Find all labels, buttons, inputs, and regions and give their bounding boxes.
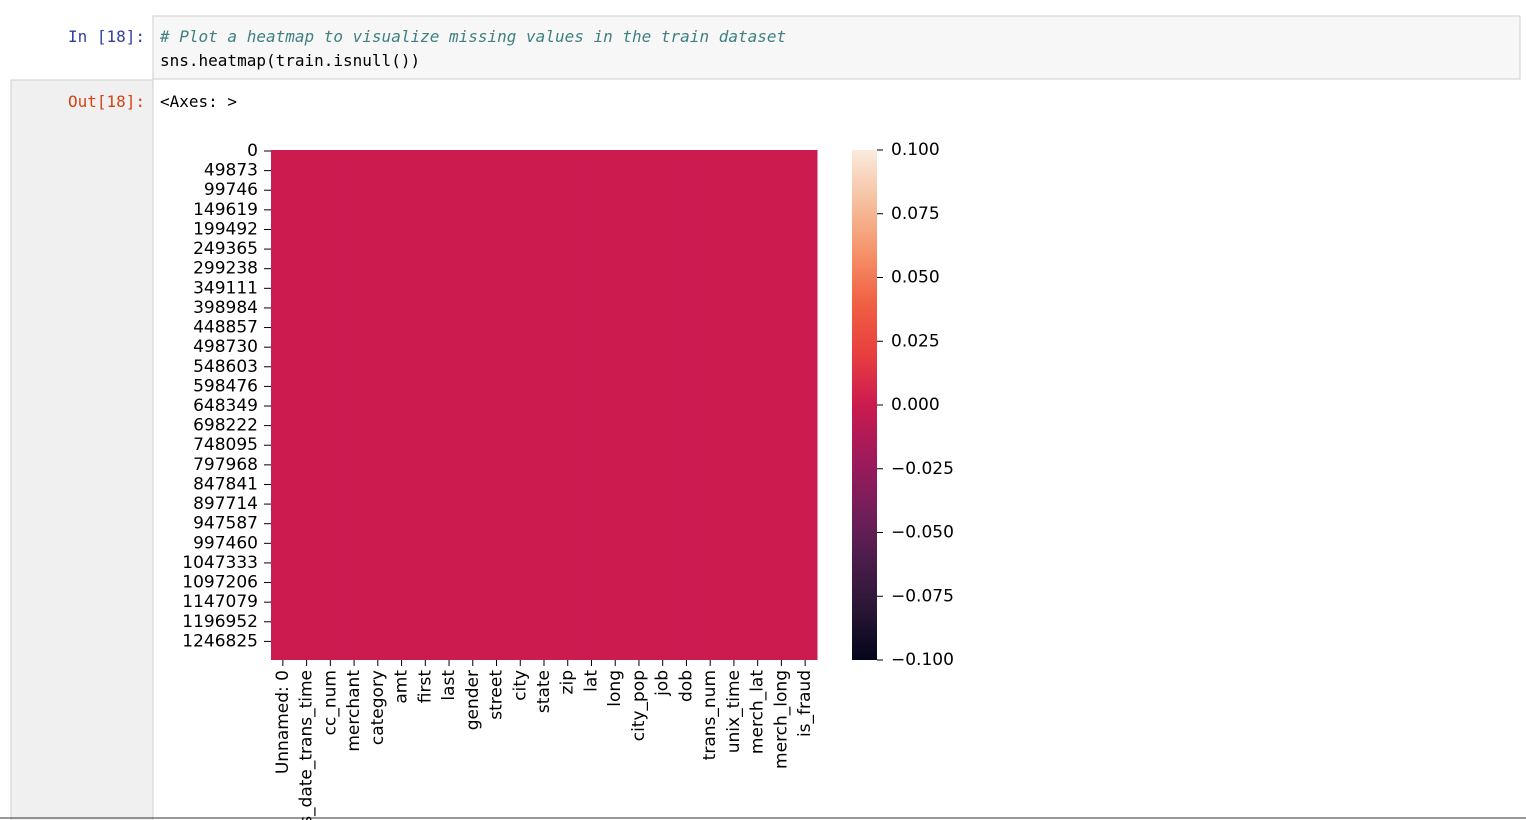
heatmap-cell xyxy=(603,150,628,660)
x-tick-label: merch_long xyxy=(771,670,791,769)
y-tick-label: 698222 xyxy=(193,416,258,436)
input-prompt: In [18]: xyxy=(68,27,145,46)
heatmap-cell xyxy=(389,150,414,660)
heatmap-cell xyxy=(555,150,581,660)
x-tick-label: trans_date_trans_time xyxy=(297,670,317,820)
y-tick-label: 1147079 xyxy=(182,592,258,612)
y-tick-label: 398984 xyxy=(193,298,258,318)
y-tick-label: 498730 xyxy=(193,337,258,357)
y-tick-label: 99746 xyxy=(204,180,258,200)
heatmap-cell xyxy=(342,150,367,660)
y-tick-label: 1196952 xyxy=(182,612,258,632)
colorbar-tick-label: 0.050 xyxy=(891,268,940,288)
y-tick-label: 847841 xyxy=(193,474,258,494)
x-tick-label: state xyxy=(534,670,554,713)
heatmap-cell xyxy=(271,150,296,660)
heatmap-cell xyxy=(294,150,319,660)
x-tick-label: city_pop xyxy=(629,670,649,741)
y-tick-label: 997460 xyxy=(193,533,258,553)
x-tick-label: gender xyxy=(463,670,483,730)
x-tick-label: amt xyxy=(392,670,412,704)
heatmap-cell xyxy=(793,150,818,660)
colorbar-tick-label: −0.100 xyxy=(891,650,954,670)
heatmap-cell xyxy=(437,150,462,660)
colorbar-tick-label: 0.000 xyxy=(891,395,940,415)
x-tick-label: cc_num xyxy=(320,670,340,735)
y-tick-label: 1047333 xyxy=(182,553,258,573)
heatmap-cell xyxy=(674,150,699,660)
heatmap-cell xyxy=(627,150,652,660)
output-gutter xyxy=(10,79,154,820)
y-tick-label: 548603 xyxy=(193,357,258,377)
x-tick-label: lat xyxy=(581,670,601,692)
heatmap-cell xyxy=(698,150,723,660)
x-tick-label: category xyxy=(368,670,388,745)
x-tick-label: zip xyxy=(558,670,578,694)
heatmap-cell xyxy=(318,150,343,660)
heatmap-cell xyxy=(484,150,509,660)
colorbar-tick-label: 0.100 xyxy=(891,140,940,160)
output-text: <Axes: > xyxy=(160,92,237,111)
x-tick-label: last xyxy=(439,670,459,701)
x-tick-label: Unnamed: 0 xyxy=(273,670,293,774)
x-tick-label: street xyxy=(487,670,507,720)
code-comment: # Plot a heatmap to visualize missing va… xyxy=(159,27,786,46)
y-tick-label: 249365 xyxy=(193,239,258,259)
x-tick-label: dob xyxy=(676,670,696,702)
colorbar-tick-label: −0.025 xyxy=(891,459,954,479)
y-tick-label: 947587 xyxy=(193,514,258,534)
heatmap-cell xyxy=(722,150,747,660)
heatmap-cell xyxy=(413,150,438,660)
x-tick-label: city xyxy=(510,670,530,701)
y-tick-label: 448857 xyxy=(193,318,258,338)
y-tick-label: 1097206 xyxy=(182,573,258,593)
y-tick-label: 349111 xyxy=(193,278,258,298)
heatmap-cell xyxy=(745,150,771,660)
y-tick-label: 299238 xyxy=(193,259,258,279)
y-tick-label: 748095 xyxy=(193,435,258,455)
y-tick-label: 149619 xyxy=(193,200,258,220)
colorbar-tick-label: 0.075 xyxy=(891,204,940,224)
y-tick-label: 49873 xyxy=(204,161,258,181)
x-tick-label: merch_lat xyxy=(748,670,768,754)
y-tick-label: 1246825 xyxy=(182,631,258,651)
heatmap-cell xyxy=(365,150,391,660)
heatmap-cell xyxy=(650,150,676,660)
colorbar-tick-label: −0.075 xyxy=(891,586,954,606)
x-tick-label: unix_time xyxy=(724,670,744,753)
x-tick-label: merchant xyxy=(344,670,364,752)
x-tick-label: job xyxy=(653,670,673,697)
y-tick-label: 897714 xyxy=(193,494,258,514)
y-tick-label: 648349 xyxy=(193,396,258,416)
y-tick-label: 0 xyxy=(247,141,258,161)
code-line: sns.heatmap(train.isnull()) xyxy=(160,51,420,70)
colorbar xyxy=(852,150,877,660)
colorbar-tick-label: 0.025 xyxy=(891,331,940,351)
y-tick-label: 199492 xyxy=(193,219,258,239)
y-tick-label: 598476 xyxy=(193,376,258,396)
colorbar-tick-label: −0.050 xyxy=(891,523,954,543)
heatmap-cell xyxy=(532,150,557,660)
input-area[interactable] xyxy=(152,15,1521,80)
heatmap-cell xyxy=(579,150,604,660)
output-prompt: Out[18]: xyxy=(68,92,145,111)
heatmap-cell xyxy=(508,150,533,660)
heatmap-cell xyxy=(460,150,486,660)
x-tick-label: first xyxy=(415,670,435,704)
y-tick-label: 797968 xyxy=(193,455,258,475)
x-tick-label: long xyxy=(605,670,625,707)
x-tick-label: is_fraud xyxy=(795,670,815,737)
x-tick-label: trans_num xyxy=(700,670,720,760)
heatmap-cell xyxy=(769,150,794,660)
